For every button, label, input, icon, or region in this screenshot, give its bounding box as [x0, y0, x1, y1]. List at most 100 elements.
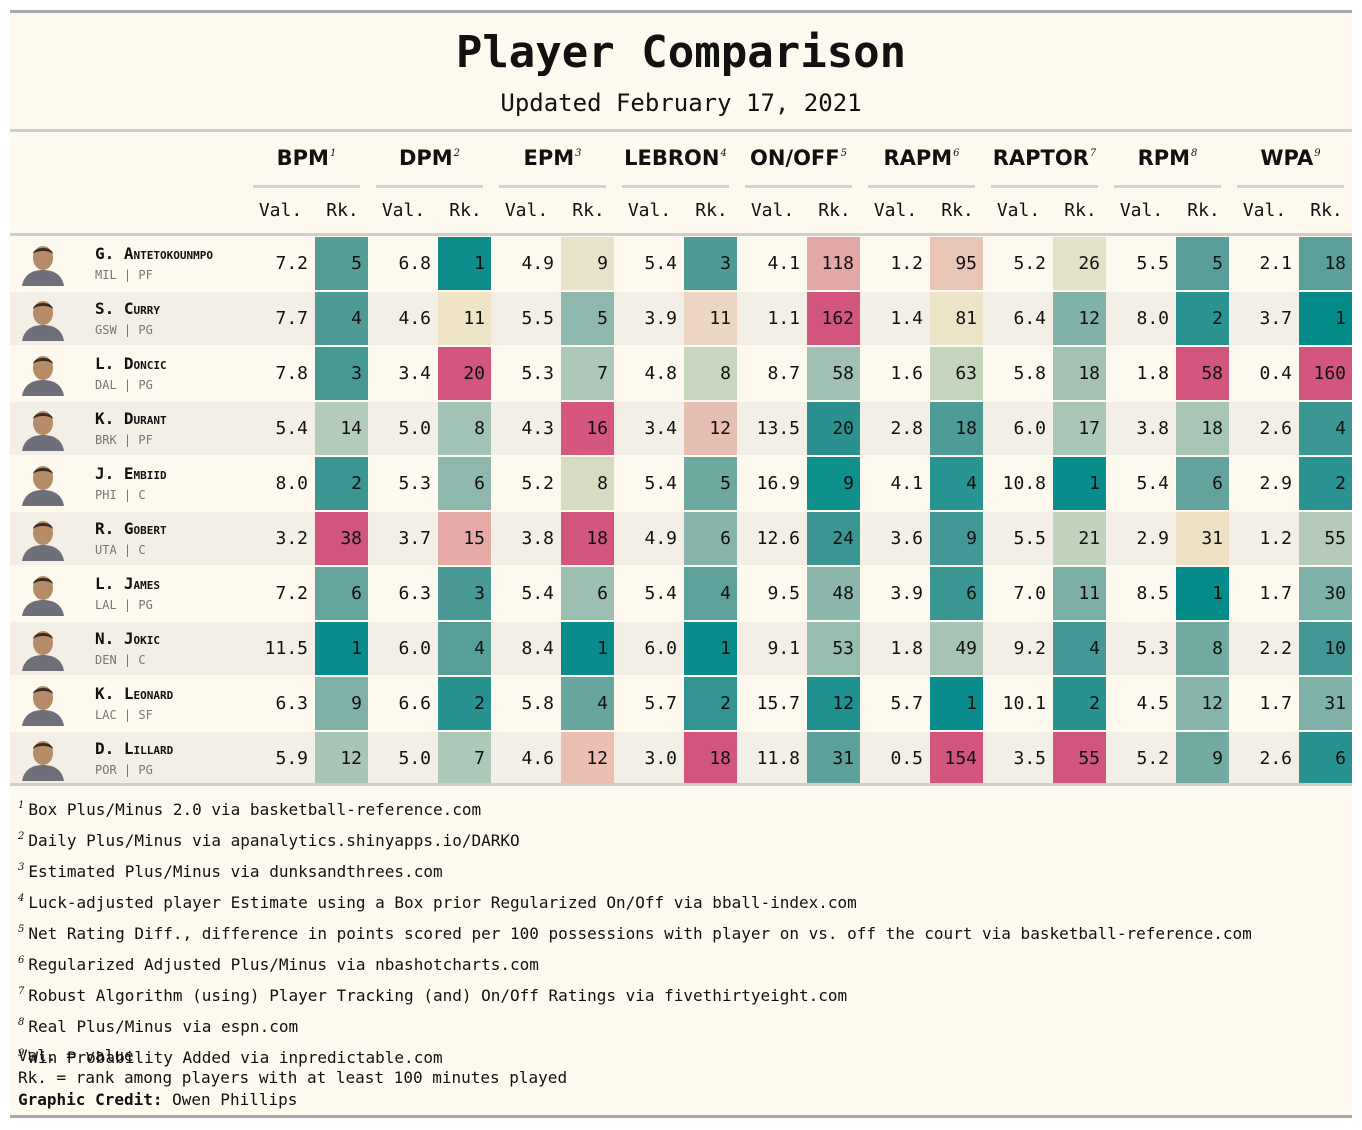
value-cell: 2.6 [1259, 418, 1292, 439]
value-cell: 6.3 [398, 583, 431, 604]
value-cell: 16.9 [756, 473, 800, 494]
player-position: PG [138, 378, 153, 392]
col-header-val: Val. [258, 200, 303, 221]
footnote: 7 Robust Algorithm (using) Player Trackin… [18, 978, 1252, 1009]
value-cell: 6.0 [398, 638, 431, 659]
player-team-pos: LAL | PG [95, 598, 153, 612]
metric-underline [376, 185, 483, 188]
metric-underline [1114, 185, 1221, 188]
footnote-number: 7 [18, 986, 25, 997]
value-cell: 3.4 [644, 418, 677, 439]
rank-cell: 118 [807, 237, 860, 290]
value-cell: 6.3 [275, 693, 308, 714]
value-cell: 5.8 [521, 693, 554, 714]
player-last-name: Embiid [123, 464, 167, 483]
rank-cell: 18 [1176, 402, 1229, 455]
rank-cell: 20 [438, 347, 491, 400]
player-initial: R. [95, 519, 115, 538]
value-cell: 6.6 [398, 693, 431, 714]
player-name: S. Curry [95, 299, 160, 318]
player-team: DEN [95, 653, 117, 667]
value-cell: 12.6 [756, 528, 800, 549]
player-last-name: Durant [123, 409, 167, 428]
rank-cell: 10 [1299, 622, 1352, 675]
footnote-number: 5 [18, 924, 25, 935]
value-cell: 7.7 [275, 308, 308, 329]
rank-cell: 9 [315, 677, 368, 730]
footnote-number: 2 [18, 831, 25, 842]
player-avatar [18, 570, 68, 616]
player-team: PHI [95, 488, 117, 502]
metric-underline [868, 185, 975, 188]
metric-header: ON/OFF5 [745, 146, 852, 170]
footnote-number: 8 [18, 1017, 25, 1028]
value-cell: 8.5 [1136, 583, 1169, 604]
metric-underline [991, 185, 1098, 188]
player-position: C [138, 543, 146, 557]
header-divider [10, 129, 1352, 132]
value-cell: 3.4 [398, 363, 431, 384]
player-avatar [18, 295, 68, 341]
table-bottom-divider [10, 783, 1352, 786]
player-initial: K. [95, 409, 115, 428]
rank-cell: 8 [561, 457, 614, 510]
metric-footnote-ref: 5 [840, 148, 847, 159]
player-last-name: Curry [123, 299, 161, 318]
rank-cell: 15 [438, 512, 491, 565]
player-initial: D. [95, 739, 115, 758]
value-cell: 5.4 [644, 583, 677, 604]
rank-cell: 4 [684, 567, 737, 620]
player-name: G. Antetokounmpo [95, 244, 213, 263]
rank-cell: 2 [315, 457, 368, 510]
value-cell: 5.4 [521, 583, 554, 604]
value-cell: 5.4 [275, 418, 308, 439]
rank-cell: 18 [1053, 347, 1106, 400]
credit-name: Owen Phillips [172, 1090, 298, 1109]
col-header-rk: Rk. [572, 200, 605, 221]
player-position: PG [138, 598, 153, 612]
value-cell: 1.7 [1259, 693, 1292, 714]
rank-cell: 12 [315, 732, 368, 785]
metric-header: EPM3 [499, 146, 606, 170]
player-team: LAL [95, 598, 117, 612]
col-header-rk: Rk. [326, 200, 359, 221]
value-cell: 13.5 [756, 418, 800, 439]
metric-underline [1237, 185, 1344, 188]
player-last-name: Doncic [123, 354, 167, 373]
footnote-number: 6 [18, 955, 25, 966]
metric-name: RAPM [883, 146, 953, 170]
rank-cell: 1 [1176, 567, 1229, 620]
value-cell: 3.6 [890, 528, 923, 549]
value-cell: 3.8 [521, 528, 554, 549]
metric-name: WPA [1260, 146, 1314, 170]
table-top-divider [10, 233, 1352, 236]
metric-header: RAPTOR7 [991, 146, 1098, 170]
player-team-pos: DEN | C [95, 653, 146, 667]
player-name: J. Embiid [95, 464, 167, 483]
player-last-name: Gobert [123, 519, 167, 538]
player-position: SF [138, 708, 153, 722]
player-position: C [138, 488, 146, 502]
player-team-pos: GSW | PG [95, 323, 153, 337]
value-cell: 2.9 [1136, 528, 1169, 549]
metric-underline [499, 185, 606, 188]
rank-cell: 9 [561, 237, 614, 290]
rank-cell: 12 [1176, 677, 1229, 730]
metric-name: EPM [523, 146, 575, 170]
value-cell: 4.1 [890, 473, 923, 494]
metric-name: ON/OFF [749, 146, 840, 170]
chart-panel: Player Comparison Updated February 17, 2… [10, 10, 1352, 1118]
rank-cell: 53 [807, 622, 860, 675]
metric-footnote-ref: 6 [953, 148, 960, 159]
value-cell: 4.6 [398, 308, 431, 329]
value-cell: 7.2 [275, 253, 308, 274]
rank-cell: 2 [1176, 292, 1229, 345]
rank-cell: 26 [1053, 237, 1106, 290]
metric-footnote-ref: 7 [1089, 148, 1097, 159]
metric-footnote-ref: 1 [329, 148, 337, 159]
player-initial: S. [95, 299, 115, 318]
value-cell: 10.8 [1002, 473, 1046, 494]
col-header-rk: Rk. [1064, 200, 1097, 221]
rank-cell: 9 [1176, 732, 1229, 785]
value-cell: 5.5 [1013, 528, 1046, 549]
